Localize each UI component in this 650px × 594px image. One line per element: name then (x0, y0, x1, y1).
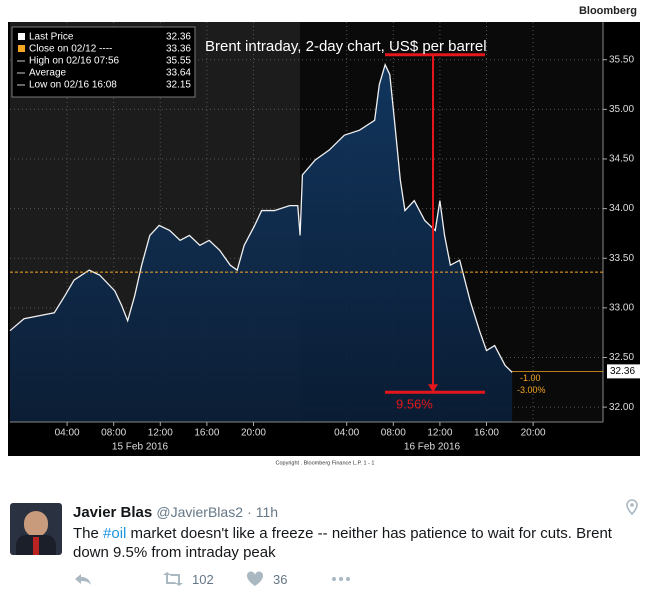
tweet-header: Javier Blas @JavierBlas2 · 11h (73, 504, 278, 521)
price-line (9, 62, 513, 373)
legend-value: 33.64 (166, 68, 191, 79)
chart-title: Brent intraday, 2-day chart, US$ per bar… (205, 38, 487, 55)
x-tick-label: 12:00 (148, 428, 173, 439)
y-tick-label: 32.50 (609, 352, 634, 363)
legend-label: Average (29, 68, 67, 79)
change-label: -1.00 (520, 373, 541, 383)
tweet-time[interactable]: · 11h (247, 504, 279, 520)
hashtag[interactable]: #oil (103, 525, 127, 542)
legend-value: 33.36 (166, 44, 191, 55)
last-price-label: 32.36 (610, 366, 635, 377)
legend-label: Low on 02/16 16:08 (29, 80, 117, 91)
date-label: 15 Feb 2016 (112, 442, 169, 453)
legend-value: 32.15 (166, 80, 191, 91)
legend-box (11, 26, 196, 98)
avatar[interactable] (10, 503, 62, 555)
more-icon[interactable] (331, 576, 351, 582)
avatar-tie (33, 537, 39, 555)
change-label: -3.00% (517, 385, 546, 395)
avatar-face (24, 511, 48, 537)
author-name[interactable]: Javier Blas (73, 504, 153, 521)
tweet-text-part: The (73, 525, 104, 542)
y-tick-label: 33.50 (609, 253, 634, 264)
brand: Bloomberg (579, 5, 637, 17)
y-tick-label: 34.00 (609, 203, 634, 214)
legend-label: High on 02/16 07:56 (29, 56, 120, 67)
last-price-tag (607, 364, 641, 379)
x-tick-label: 04:00 (334, 428, 359, 439)
copyright: Copyright . Bloomberg Finance L.P. 1 - 1 (276, 460, 375, 466)
reply-icon[interactable] (73, 571, 93, 587)
drop-arrow-head (428, 384, 438, 393)
y-tick-label: 34.50 (609, 154, 634, 165)
x-tick-label: 04:00 (55, 428, 80, 439)
x-tick-label: 16:00 (194, 428, 219, 439)
y-tick-label: 35.50 (609, 54, 634, 65)
tweet-text: The #oil market doesn't like a freeze --… (73, 524, 612, 562)
x-tick-label: 16:00 (474, 428, 499, 439)
legend-value: 35.55 (166, 56, 191, 67)
retweet-count: 102 (192, 572, 214, 587)
x-tick-label: 12:00 (427, 428, 452, 439)
x-tick-label: 08:00 (101, 428, 126, 439)
chart: Bloomberg 32.36 -1.00 -3.00% 9.56% Brent in… (8, 5, 641, 466)
drop-label: 9.56% (396, 397, 433, 412)
y-tick-label: 35.00 (609, 104, 634, 115)
like-count: 36 (273, 572, 288, 587)
x-tick-label: 08:00 (381, 428, 406, 439)
retweet-icon[interactable] (162, 572, 184, 586)
tweet-text-part: down 9.5% from intraday peak (73, 544, 276, 561)
legend-swatch (18, 33, 25, 40)
legend-value: 32.36 (166, 32, 191, 43)
x-tick-label: 20:00 (521, 428, 546, 439)
author-handle[interactable]: @JavierBlas2 (156, 504, 243, 520)
y-tick-label: 33.00 (609, 302, 634, 313)
y-tick-label: 32.00 (609, 402, 634, 413)
like-icon[interactable] (246, 571, 264, 587)
x-tick-label: 20:00 (241, 428, 266, 439)
legend-label: Last Price (29, 32, 74, 43)
legend-label: Close on 02/12 ---- (29, 44, 112, 55)
location-icon[interactable] (626, 499, 638, 515)
tweet-text-part: market doesn't like a freeze -- neither … (126, 525, 612, 542)
price-area (10, 64, 513, 422)
date-label: 16 Feb 2016 (404, 442, 461, 453)
legend-swatch (18, 45, 25, 52)
